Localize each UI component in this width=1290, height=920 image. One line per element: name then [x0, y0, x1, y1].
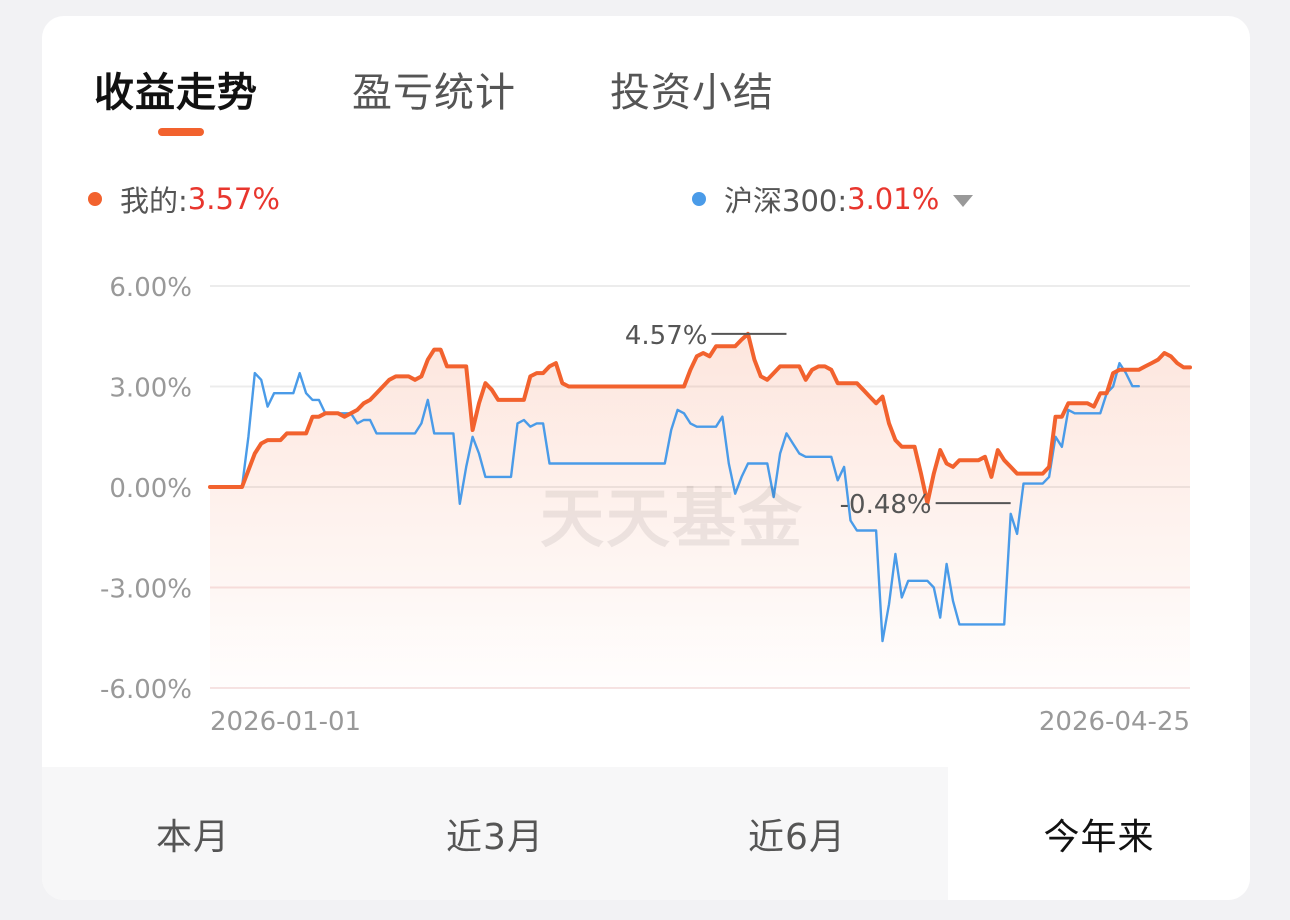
legend-dot-mine [88, 192, 102, 206]
area-mine [210, 333, 1190, 688]
annotation-min: -0.48% [840, 490, 932, 520]
legend-benchmark-label: 沪深300: [724, 184, 848, 218]
legend-dot-benchmark [692, 192, 706, 206]
legend-mine-label: 我的: [120, 184, 188, 218]
x-tick-label: 2026-04-25 [1039, 707, 1190, 737]
period-3-months[interactable]: 近3月 [446, 816, 544, 858]
series-line-benchmark [208, 361, 1141, 643]
y-tick-label: -3.00% [100, 575, 192, 605]
tab-return-trend[interactable]: 收益走势 [94, 70, 258, 116]
y-tick-label: 3.00% [109, 374, 192, 404]
performance-card: 收益走势 盈亏统计 投资小结 我的: 3.57% 沪深300: 3.01% 4.… [42, 16, 1250, 900]
period-year-to-date[interactable]: 今年来 [948, 767, 1250, 900]
active-tab-indicator [158, 128, 204, 136]
y-tick-label: 0.00% [109, 474, 192, 504]
caret-down-icon[interactable] [953, 195, 974, 207]
legend-benchmark-value: 3.01% [847, 182, 940, 216]
return-line-chart: 4.57% -0.48% 6.00% 3.00% 0.00% -3.00% -6.00% 2… [100, 273, 1192, 737]
tab-investment-summary[interactable]: 投资小结 [610, 70, 774, 116]
legend-benchmark[interactable]: 沪深300: 3.01% [692, 178, 974, 220]
series-line-mine [208, 331, 1192, 506]
watermark: 天天基金 [540, 482, 804, 557]
legend-mine-value: 3.57% [187, 182, 280, 216]
y-tick-label: 6.00% [109, 273, 192, 303]
period-this-month[interactable]: 本月 [155, 816, 230, 858]
y-tick-label: -6.00% [100, 675, 192, 705]
tab-profit-loss-stats[interactable]: 盈亏统计 [352, 70, 516, 116]
period-selector: 本月 近3月 近6月 今年来 [42, 767, 1250, 900]
x-tick-label: 2026-01-01 [210, 707, 361, 737]
period-6-months[interactable]: 近6月 [748, 816, 846, 858]
tab-bar: 收益走势 盈亏统计 投资小结 [42, 16, 1250, 156]
annotation-max: 4.57% [625, 321, 708, 351]
legend-mine: 我的: 3.57% [88, 178, 280, 220]
